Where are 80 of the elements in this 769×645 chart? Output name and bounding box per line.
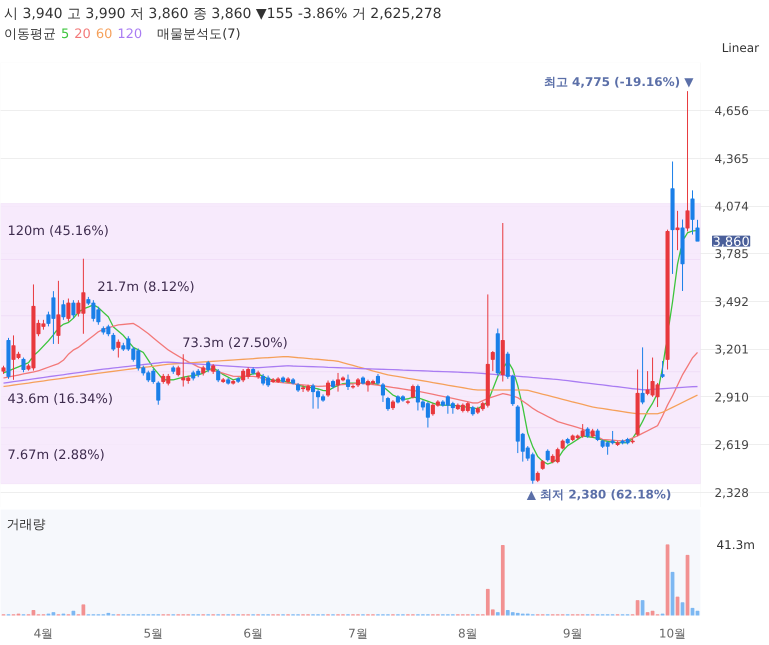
bar bbox=[640, 600, 644, 616]
y-tick-label: 3,492 bbox=[714, 294, 749, 309]
x-tick-label: 6월 bbox=[243, 626, 263, 640]
candlestick bbox=[685, 90, 690, 232]
candlestick bbox=[206, 360, 210, 373]
candlestick bbox=[56, 280, 60, 344]
text: 매물분석도(7) bbox=[157, 26, 241, 44]
x-tick-label: 9월 bbox=[562, 626, 583, 640]
candlestick bbox=[660, 360, 665, 379]
bar bbox=[72, 610, 76, 616]
x-tick-label: 10월 bbox=[658, 626, 686, 640]
y-tick-label: 2,910 bbox=[714, 390, 749, 404]
x-tick-label: 7월 bbox=[348, 626, 368, 640]
candlestick bbox=[330, 379, 336, 390]
candlestick bbox=[596, 428, 600, 442]
x-tick-label: 8월 bbox=[458, 626, 478, 640]
candlestick bbox=[346, 374, 350, 390]
candlestick bbox=[560, 438, 565, 450]
candlestick bbox=[201, 365, 206, 376]
bar bbox=[500, 545, 505, 616]
candlestick bbox=[326, 380, 330, 398]
candlestick bbox=[695, 219, 700, 242]
candlestick bbox=[590, 428, 595, 438]
candlestick bbox=[296, 382, 300, 392]
bar bbox=[676, 596, 680, 616]
candlestick bbox=[410, 384, 415, 400]
candlestick bbox=[690, 190, 695, 236]
text: 41.3m bbox=[716, 538, 755, 552]
candlestick bbox=[156, 380, 160, 406]
chart-title: 시 3,940 고 3,990 저 3,860 종 3,860 ▼155 -3.86% 거 2,625,278 bbox=[3, 5, 442, 24]
bar bbox=[666, 544, 670, 616]
text: 5 bbox=[61, 26, 70, 44]
y-tick-label: 4,656 bbox=[714, 104, 749, 118]
annotation: 최고 4,775 (-19.16%) ▼ bbox=[544, 75, 694, 90]
y-tick-label: 3,201 bbox=[714, 342, 749, 357]
band-label: 120m (45.16%) bbox=[7, 224, 109, 239]
candlestick bbox=[640, 346, 645, 405]
band-label: 7.67m (2.88%) bbox=[7, 448, 105, 464]
y-tick-label: 4,074 bbox=[714, 200, 749, 214]
bar bbox=[670, 572, 674, 616]
candlestick bbox=[490, 350, 495, 372]
candlestick bbox=[536, 470, 540, 483]
candlestick bbox=[211, 364, 216, 374]
candlestick bbox=[390, 400, 395, 410]
text: 60 bbox=[96, 26, 112, 44]
candlestick bbox=[216, 368, 220, 383]
candlestick bbox=[376, 373, 380, 386]
bar bbox=[686, 554, 690, 616]
annotation: ▲ 최저 2,380 (62.18%) bbox=[526, 488, 672, 502]
candlestick bbox=[586, 426, 590, 438]
candlestick bbox=[546, 448, 550, 462]
candlestick bbox=[71, 300, 76, 319]
candlestick bbox=[380, 382, 385, 402]
band-label: 73.3m (27.50%) bbox=[182, 336, 288, 352]
x-tick-label: 4월 bbox=[34, 626, 54, 640]
candlestick bbox=[675, 210, 680, 251]
candlestick bbox=[66, 298, 70, 322]
candlestick bbox=[176, 365, 180, 377]
bar bbox=[496, 612, 500, 616]
candlestick bbox=[61, 300, 66, 320]
x-tick-label: 5월 bbox=[143, 626, 164, 640]
line-series bbox=[2, 322, 698, 442]
candlestick bbox=[21, 357, 26, 373]
candlestick bbox=[386, 396, 390, 412]
candlestick bbox=[116, 339, 120, 358]
legend-title: 이동평균 bbox=[4, 26, 56, 44]
text: 120 bbox=[117, 26, 142, 44]
text: Linear bbox=[722, 41, 759, 55]
y-tick-label: 2,328 bbox=[714, 486, 749, 500]
candlestick bbox=[111, 332, 116, 352]
candlestick bbox=[540, 459, 545, 470]
text: 20 bbox=[74, 26, 91, 44]
bar bbox=[680, 602, 684, 616]
y-tick-label: 4,365 bbox=[714, 152, 749, 166]
y-tick-label: 2,619 bbox=[714, 438, 749, 452]
band-label: 21.7m (8.12%) bbox=[97, 280, 195, 296]
band-label: 43.6m (16.34%) bbox=[7, 392, 113, 408]
candlestick bbox=[470, 405, 475, 416]
chart-title: 거래량 bbox=[6, 518, 46, 532]
candlestick bbox=[356, 378, 360, 388]
